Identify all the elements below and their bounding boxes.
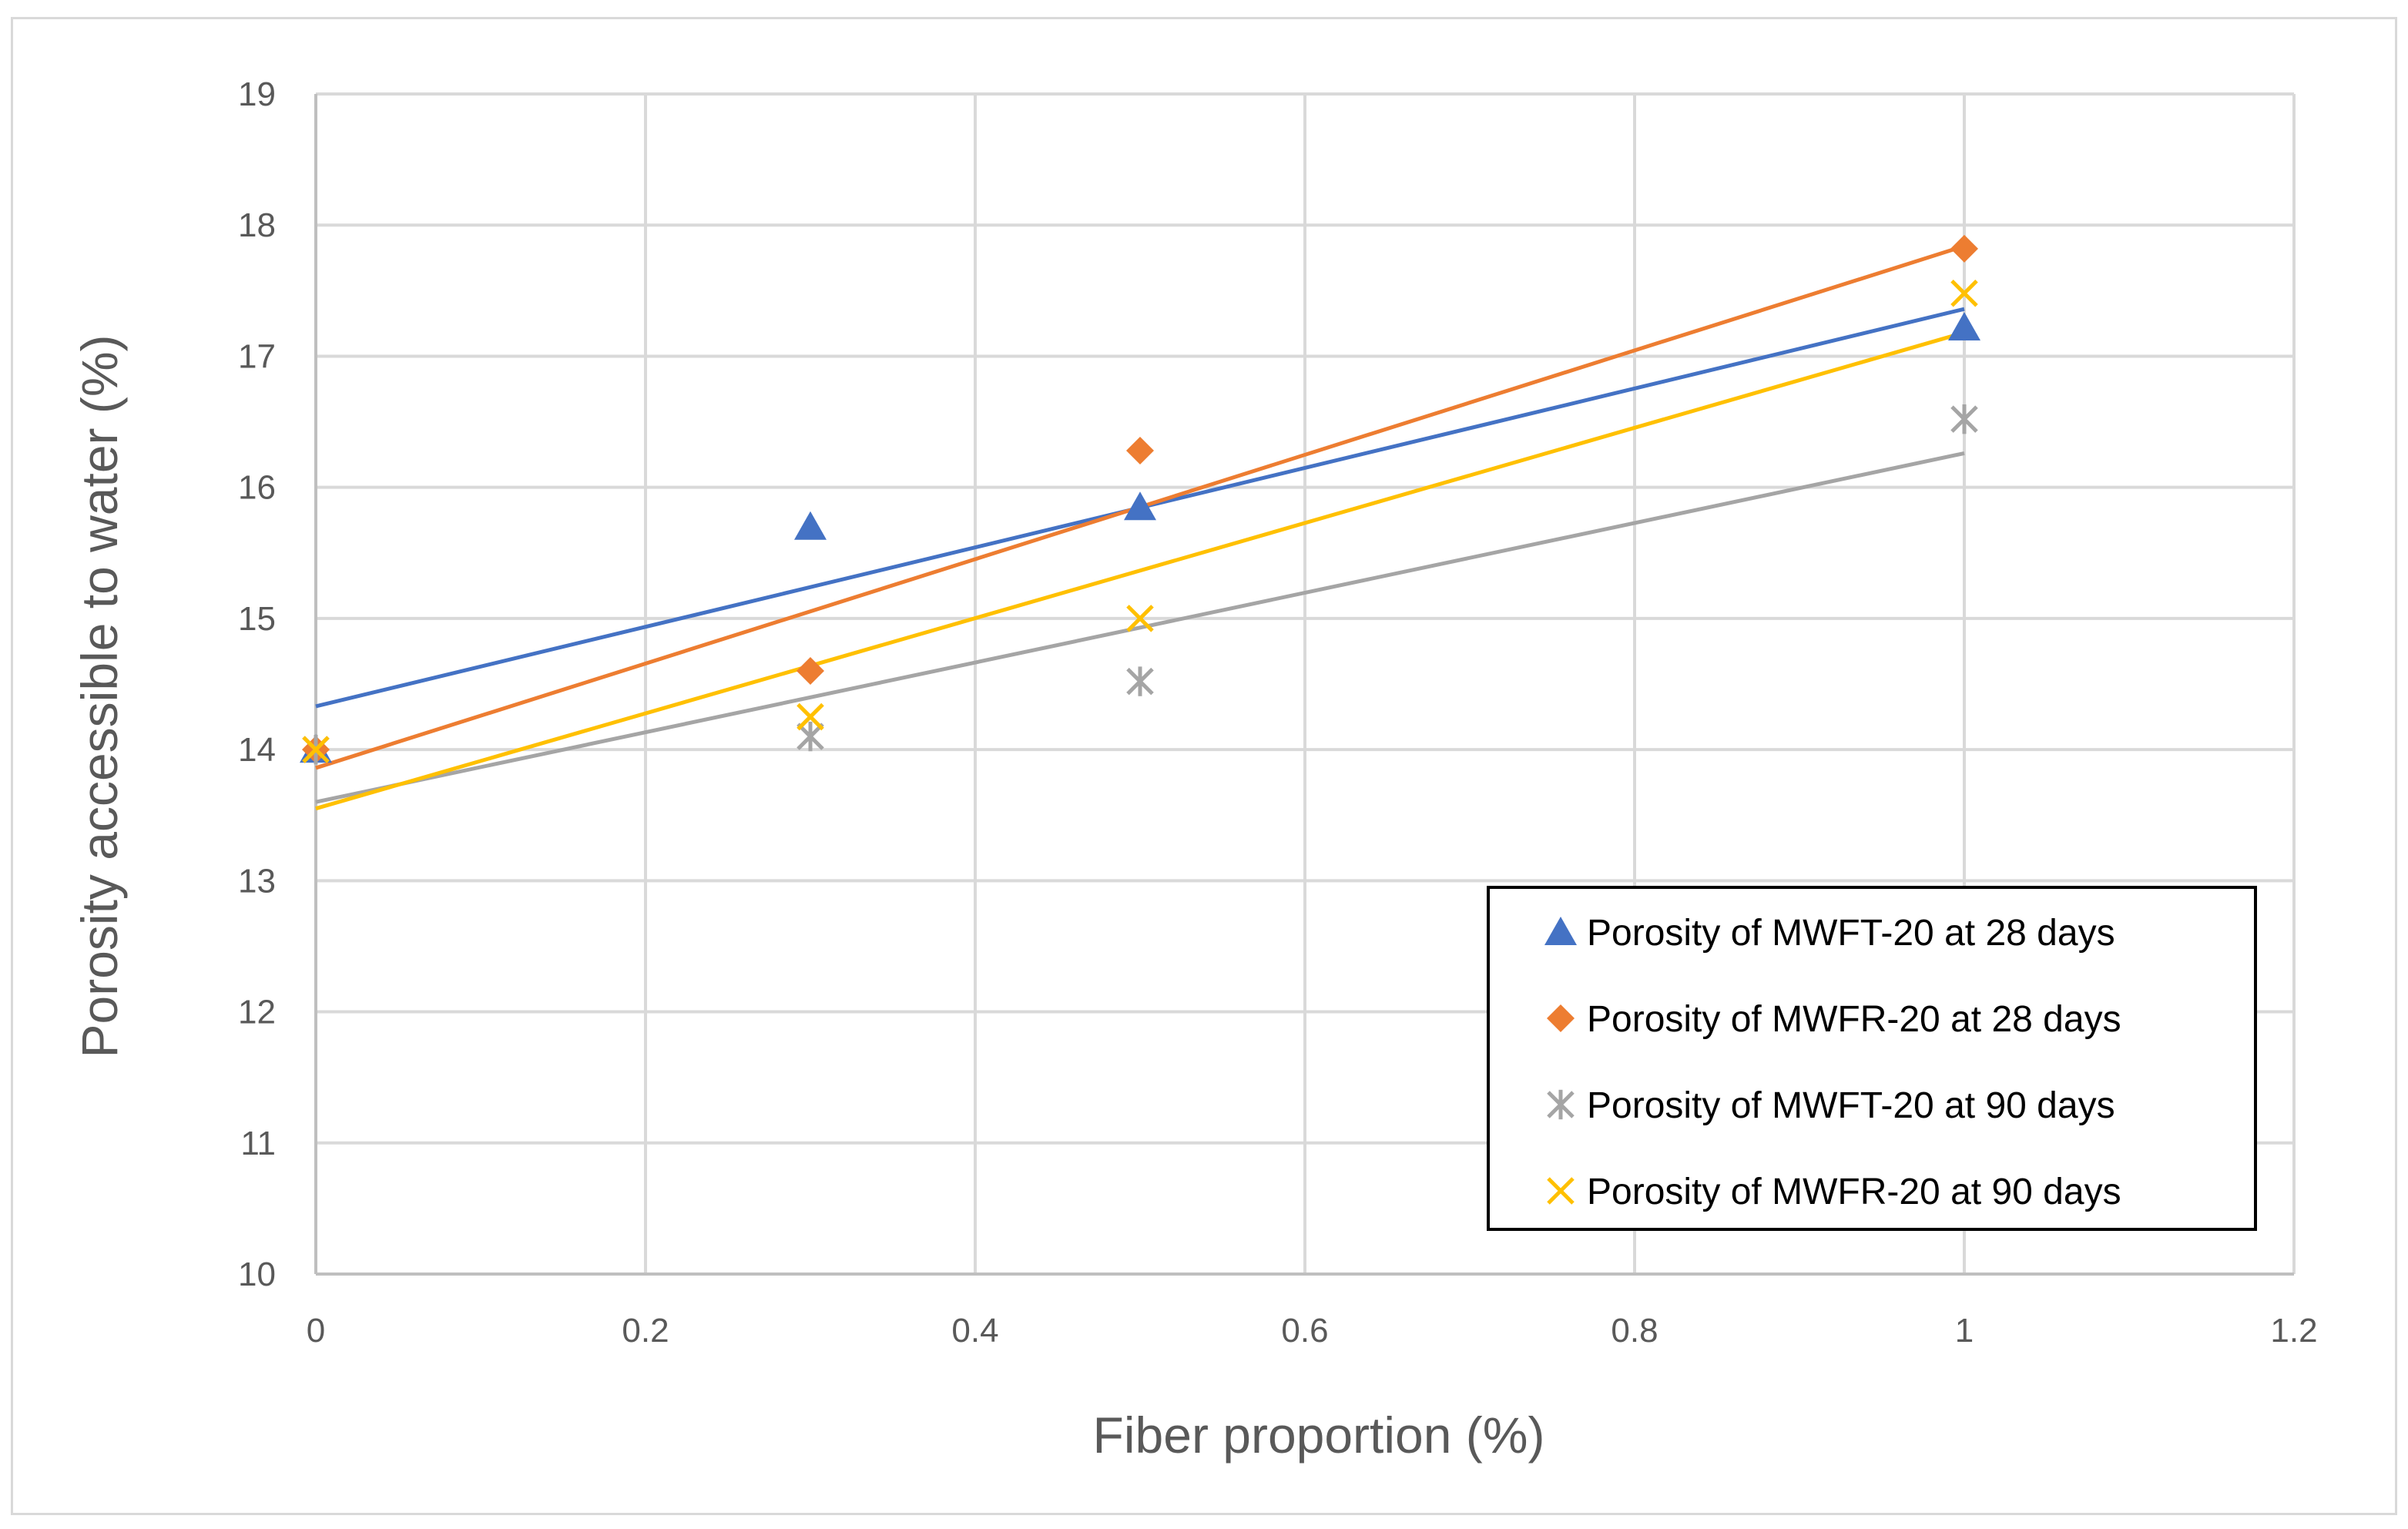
legend: Porosity of MWFT-20 at 28 days Porosity o… xyxy=(1487,886,2257,1231)
y-tick-label: 16 xyxy=(238,469,276,507)
cross-stroke xyxy=(1950,279,1978,307)
data-point-series-2 xyxy=(1126,437,1154,465)
y-tick-label: 17 xyxy=(238,337,276,375)
y-tick-label: 10 xyxy=(238,1256,276,1293)
data-point-series-4 xyxy=(1126,605,1154,632)
x-tick-label: 0 xyxy=(307,1312,325,1350)
trendline-series-4 xyxy=(315,330,1965,811)
data-point-series-4 xyxy=(302,736,330,763)
x-axis-title: Fiber proportion (%) xyxy=(1093,1407,1545,1464)
cross-stroke xyxy=(302,736,330,763)
legend-box xyxy=(1487,886,2257,1231)
trendline-series-3 xyxy=(315,451,1965,804)
y-tick-label: 14 xyxy=(238,731,276,769)
legend-marker-1 xyxy=(1544,917,1577,945)
diamond-marker xyxy=(1950,234,1978,263)
legend-label-1: Porosity of MWFT-20 at 28 days xyxy=(1587,913,2115,954)
y-tick-label: 13 xyxy=(238,862,276,900)
cross-stroke xyxy=(797,702,824,731)
data-point-series-1 xyxy=(794,511,827,540)
data-point-series-3 xyxy=(1126,666,1154,696)
data-point-series-4 xyxy=(1950,279,1978,307)
data-point-series-3 xyxy=(797,721,824,752)
x-tick-label: 1 xyxy=(1955,1312,1974,1350)
data-point-series-1 xyxy=(1948,311,1980,340)
data-points xyxy=(300,234,1980,765)
x-tick-label: 0.2 xyxy=(622,1312,669,1350)
x-tick-label: 0.4 xyxy=(951,1312,998,1350)
y-tick-label: 12 xyxy=(238,994,276,1031)
axes xyxy=(314,94,2294,1276)
diamond-marker xyxy=(797,656,824,685)
x-tick-label: 0.6 xyxy=(1281,1312,1328,1350)
x-tick-label: 0.8 xyxy=(1611,1312,1658,1350)
legend-marker-2 xyxy=(1547,1004,1575,1032)
legend-label-3: Porosity of MWFT-20 at 90 days xyxy=(1587,1085,2115,1126)
triangle-marker xyxy=(1124,491,1156,521)
legend-label-4: Porosity of MWFR-20 at 90 days xyxy=(1587,1172,2121,1212)
data-point-series-3 xyxy=(1950,404,1978,434)
legend-label-2: Porosity of MWFR-20 at 28 days xyxy=(1587,999,2121,1040)
y-axis-title: Porosity accessible to water (%) xyxy=(71,335,128,1058)
cross-stroke xyxy=(1547,1177,1575,1205)
triangle-marker xyxy=(1544,917,1577,945)
trendlines xyxy=(315,244,1965,811)
data-point-series-4 xyxy=(797,702,824,731)
y-tick-label: 11 xyxy=(240,1125,276,1162)
y-tick-label: 19 xyxy=(238,75,276,113)
legend-marker-3 xyxy=(1547,1089,1575,1120)
chart-frame xyxy=(11,17,2397,1515)
y-tick-label: 18 xyxy=(238,206,276,244)
y-tick-label: 15 xyxy=(238,600,276,638)
tick-labels: 10 11 12 13 14 15 16 17 18 19 0 0.2 0.4 0.6 0.8 1 1.2 xyxy=(238,75,2318,1350)
legend-marker-4 xyxy=(1547,1177,1575,1205)
triangle-marker xyxy=(794,511,827,540)
diamond-marker xyxy=(1126,437,1154,465)
diamond-marker xyxy=(1547,1004,1575,1032)
x-tick-label: 1.2 xyxy=(2270,1312,2317,1350)
data-point-series-1 xyxy=(1124,491,1156,521)
triangle-marker xyxy=(1948,311,1980,340)
data-point-series-2 xyxy=(1950,234,1978,263)
cross-stroke xyxy=(1126,605,1154,632)
data-point-series-2 xyxy=(797,656,824,685)
